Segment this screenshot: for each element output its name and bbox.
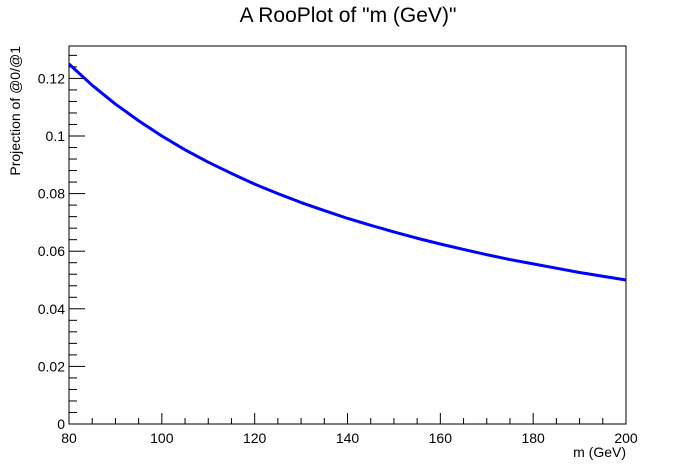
x-tick-label: 100 bbox=[150, 430, 174, 446]
tick-labels: 80 100 120 140 160 180 200 0 0.02 0.04 0.06 0.08 0.1… bbox=[38, 70, 638, 446]
y-axis-label: Projection of @0/@1 bbox=[7, 46, 23, 176]
y-tick-label: 0.1 bbox=[46, 128, 66, 144]
series-group bbox=[67, 62, 627, 282]
y-tick-label: 0.06 bbox=[38, 243, 65, 259]
y-tick-label: 0.08 bbox=[38, 186, 65, 202]
x-tick-label: 180 bbox=[521, 430, 545, 446]
x-axis-label: m (GeV) bbox=[573, 444, 626, 460]
axis-ticks bbox=[68, 54, 627, 425]
plot-frame bbox=[68, 45, 627, 425]
x-tick-label: 120 bbox=[243, 430, 267, 446]
x-tick-label: 140 bbox=[336, 430, 360, 446]
y-tick-label: 0.12 bbox=[38, 70, 65, 86]
y-tick-label: 0.02 bbox=[38, 358, 65, 374]
x-tick-label: 200 bbox=[614, 430, 638, 446]
y-tick-label: 0 bbox=[57, 416, 65, 432]
series-line bbox=[67, 62, 627, 282]
x-tick-label: 80 bbox=[61, 430, 77, 446]
y-tick-label: 0.04 bbox=[38, 301, 65, 317]
chart-title: A RooPlot of "m (GeV)" bbox=[239, 4, 457, 27]
x-tick-label: 160 bbox=[429, 430, 453, 446]
